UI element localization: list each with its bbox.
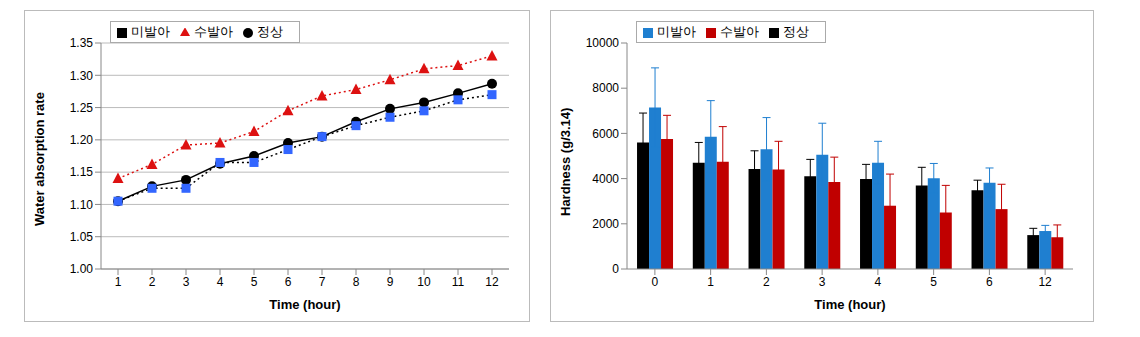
svg-text:1: 1 bbox=[707, 275, 714, 289]
svg-text:10000: 10000 bbox=[586, 36, 620, 50]
svg-text:4: 4 bbox=[875, 275, 882, 289]
svg-text:1.25: 1.25 bbox=[70, 101, 94, 115]
svg-text:3: 3 bbox=[819, 275, 826, 289]
svg-text:1.05: 1.05 bbox=[70, 230, 94, 244]
svg-text:Time (hour): Time (hour) bbox=[269, 297, 340, 312]
svg-text:12: 12 bbox=[485, 275, 499, 289]
html-text:수발아: 수발아 bbox=[194, 24, 233, 39]
svg-text:6: 6 bbox=[285, 275, 292, 289]
svg-text:2: 2 bbox=[763, 275, 770, 289]
svg-text:1.00: 1.00 bbox=[70, 262, 94, 276]
html-text:수발아: 수발아 bbox=[720, 24, 759, 39]
svg-text:4: 4 bbox=[217, 275, 224, 289]
svg-text:5: 5 bbox=[930, 275, 937, 289]
html-text:정상: 정상 bbox=[783, 24, 809, 39]
svg-text:6: 6 bbox=[986, 275, 993, 289]
svg-text:1.15: 1.15 bbox=[70, 165, 94, 179]
svg-text:1.20: 1.20 bbox=[70, 133, 94, 147]
svg-text:4000: 4000 bbox=[592, 172, 619, 186]
svg-text:1: 1 bbox=[115, 275, 122, 289]
html-text:정상: 정상 bbox=[257, 24, 283, 39]
svg-text:3: 3 bbox=[183, 275, 190, 289]
svg-text:7: 7 bbox=[319, 275, 326, 289]
svg-text:Water absorption rate: Water absorption rate bbox=[32, 92, 47, 226]
svg-text:11: 11 bbox=[452, 275, 465, 289]
svg-text:8000: 8000 bbox=[592, 81, 619, 95]
svg-text:1.30: 1.30 bbox=[70, 69, 94, 83]
svg-text:12: 12 bbox=[1038, 275, 1052, 289]
html-text:미발아: 미발아 bbox=[131, 24, 170, 39]
svg-text:2: 2 bbox=[149, 275, 156, 289]
svg-text:10: 10 bbox=[417, 275, 431, 289]
svg-text:6000: 6000 bbox=[592, 127, 619, 141]
svg-text:0: 0 bbox=[612, 262, 619, 276]
svg-text:1.10: 1.10 bbox=[70, 198, 94, 212]
svg-text:0: 0 bbox=[652, 275, 659, 289]
svg-text:9: 9 bbox=[387, 275, 394, 289]
svg-text:1.35: 1.35 bbox=[70, 36, 94, 50]
svg-text:Hardness (g/3.14): Hardness (g/3.14) bbox=[558, 108, 573, 216]
svg-text:5: 5 bbox=[251, 275, 258, 289]
html-text:미발아: 미발아 bbox=[657, 24, 696, 39]
svg-text:8: 8 bbox=[353, 275, 360, 289]
svg-text:Time (hour): Time (hour) bbox=[814, 297, 885, 312]
svg-text:2000: 2000 bbox=[592, 217, 619, 231]
